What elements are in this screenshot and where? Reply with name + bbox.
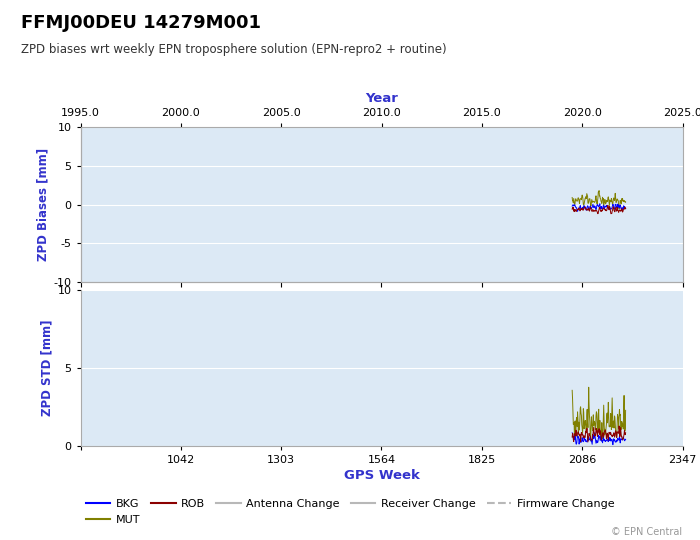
Text: © EPN Central: © EPN Central — [611, 527, 682, 537]
Text: ZPD biases wrt weekly EPN troposphere solution (EPN-repro2 + routine): ZPD biases wrt weekly EPN troposphere so… — [21, 43, 447, 56]
Legend: BKG, MUT, ROB, Antenna Change, Receiver Change, Firmware Change: BKG, MUT, ROB, Antenna Change, Receiver … — [81, 495, 619, 529]
X-axis label: Year: Year — [365, 92, 398, 105]
Y-axis label: ZPD Biases [mm]: ZPD Biases [mm] — [36, 148, 49, 261]
X-axis label: GPS Week: GPS Week — [344, 469, 419, 482]
Y-axis label: ZPD STD [mm]: ZPD STD [mm] — [41, 320, 53, 416]
Text: FFMJ00DEU 14279M001: FFMJ00DEU 14279M001 — [21, 14, 261, 31]
